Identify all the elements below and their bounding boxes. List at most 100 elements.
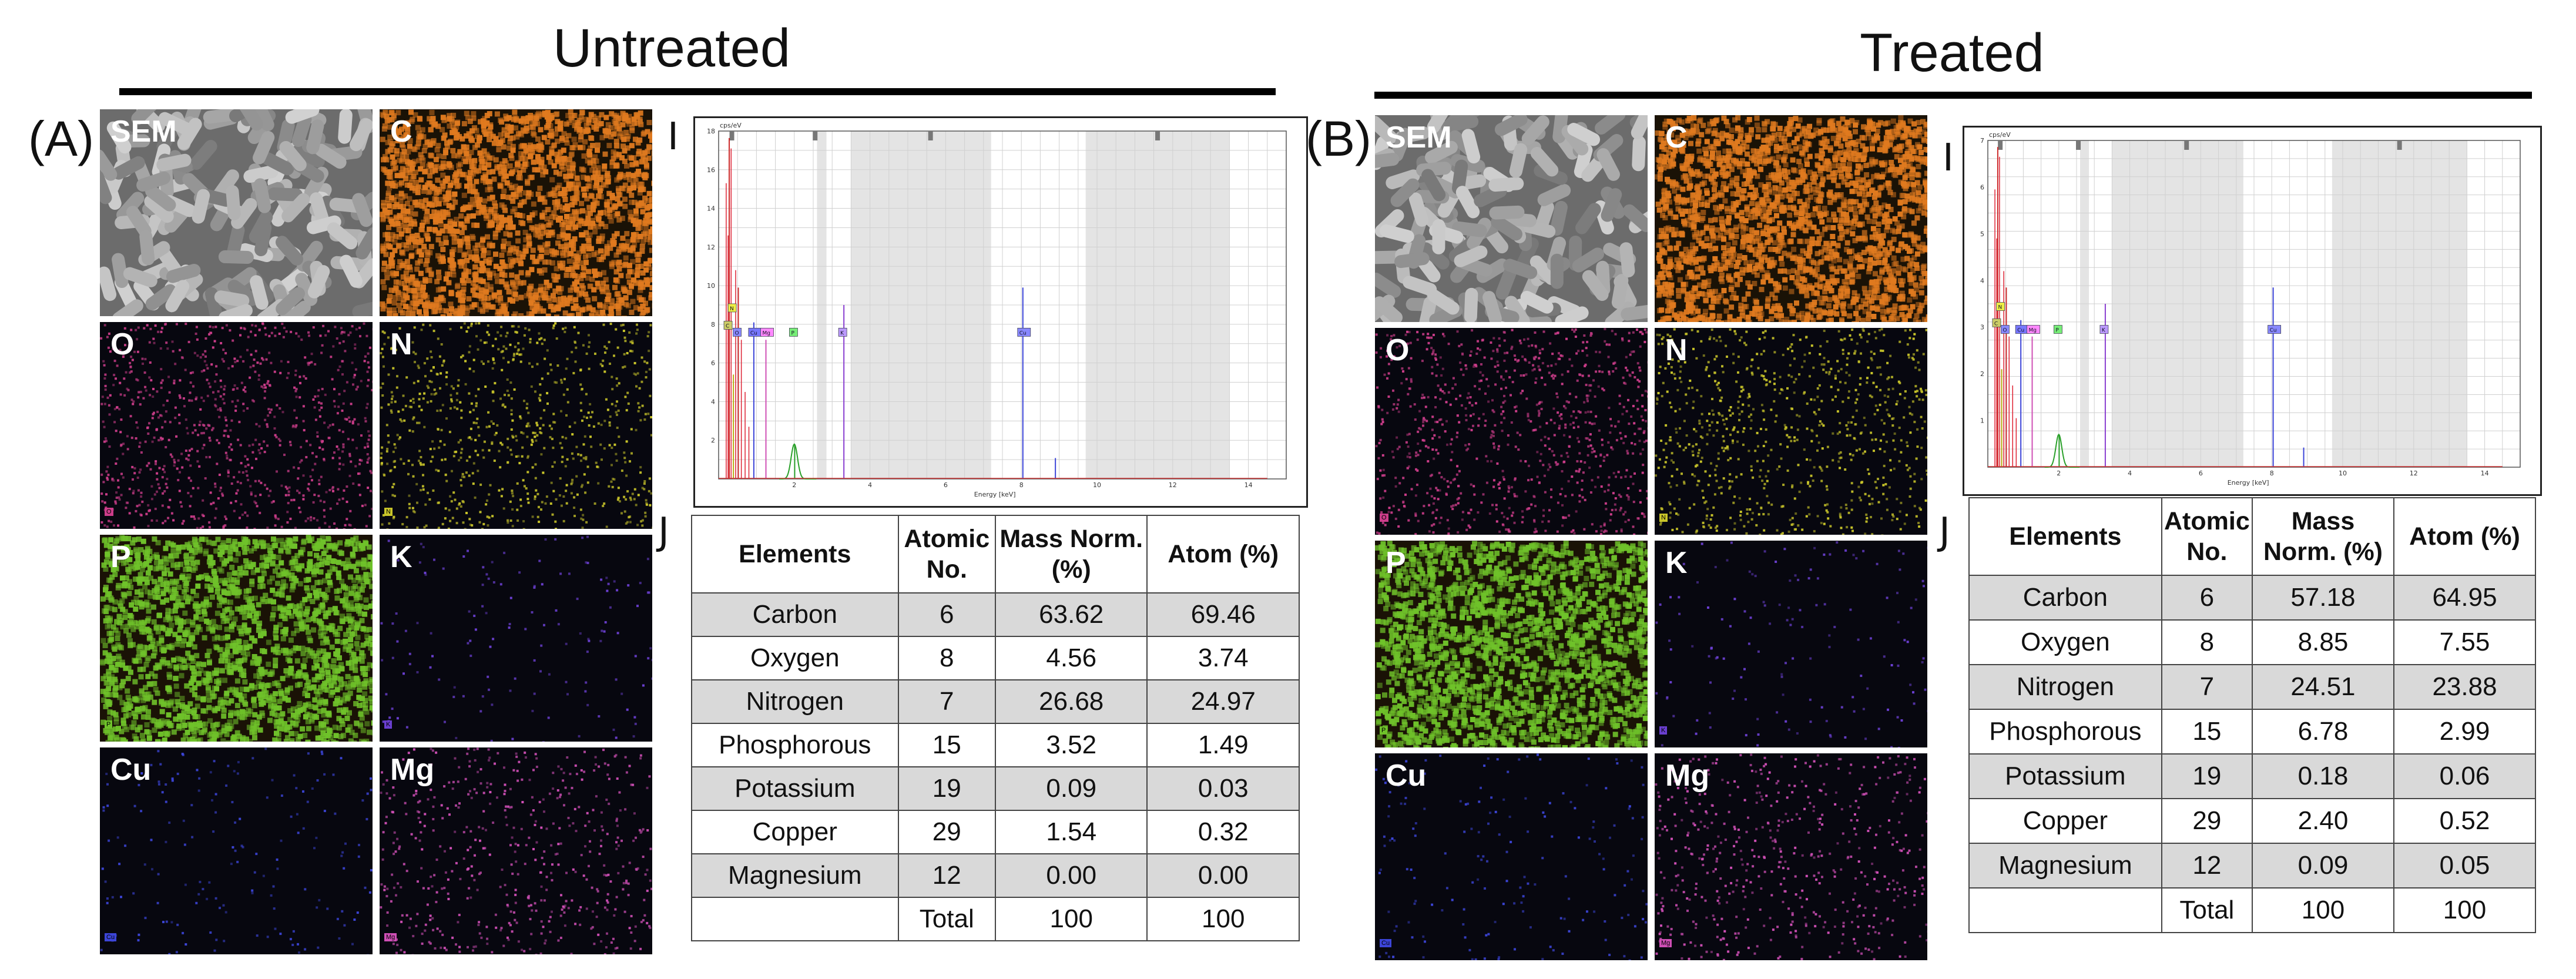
peak-tag xyxy=(760,327,774,337)
table-cell: 2.99 xyxy=(2393,709,2537,755)
table-cell: 24.51 xyxy=(2251,664,2394,710)
table-cell: 26.68 xyxy=(994,679,1148,724)
table-cell: 0.06 xyxy=(2393,753,2537,799)
table-cell: 3.52 xyxy=(994,723,1148,767)
y-tick-label: 7 xyxy=(1980,137,1984,145)
x-tick-label: 8 xyxy=(1019,481,1024,489)
map-element-badge: P xyxy=(1380,726,1388,735)
y-axis-unit: cps/eV xyxy=(720,122,742,129)
roi-marker xyxy=(2397,140,2402,150)
map-label-k: K xyxy=(390,540,412,574)
peak-tag-label: Cu xyxy=(2270,327,2277,333)
peak-tag xyxy=(2001,325,2010,334)
table-cell: 63.62 xyxy=(994,592,1148,637)
spectrum-label-treated: I xyxy=(1943,136,1954,180)
table-cell: 6.78 xyxy=(2251,709,2394,755)
y-tick-label: 10 xyxy=(707,282,715,290)
table-cell: Total xyxy=(897,897,996,941)
map-element-badge: P xyxy=(105,720,113,729)
peak-tag xyxy=(2268,325,2282,334)
table-cell: 100 xyxy=(2251,887,2394,933)
map-element-badge: N xyxy=(384,508,393,516)
table-cell: 100 xyxy=(994,897,1148,941)
x-tick-label: 8 xyxy=(2270,470,2274,477)
table-cell: 6 xyxy=(897,592,996,637)
table-row: Oxygen 8 4.56 3.74 xyxy=(691,636,1300,680)
x-tick-label: 14 xyxy=(2481,470,2489,477)
map-label-mg: Mg xyxy=(1665,759,1710,793)
table-cell: 24.97 xyxy=(1146,679,1300,724)
table-header-cell: Elements xyxy=(691,515,899,594)
table-cell: 29 xyxy=(2161,798,2253,844)
table-cell: Oxygen xyxy=(1968,619,2162,665)
map-tile-sem-untreated: SEM xyxy=(100,109,373,316)
table-cell: 0.09 xyxy=(2251,843,2394,889)
map-element-badge: K xyxy=(1659,726,1668,735)
table-cell: 0.00 xyxy=(994,853,1148,898)
map-label-sem: SEM xyxy=(110,115,177,149)
table-cell: 100 xyxy=(1146,897,1300,941)
map-element-badge: O xyxy=(1380,514,1388,522)
peak-tag-label: C xyxy=(1994,321,1998,327)
table-row: Phosphorous 15 6.78 2.99 xyxy=(1968,709,2537,755)
table-row: Nitrogen 7 26.68 24.97 xyxy=(691,679,1300,724)
table-cell: 29 xyxy=(897,810,996,854)
table-cell: 4.56 xyxy=(994,636,1148,680)
table-cell: Phosphorous xyxy=(1968,709,2162,755)
table-row: Magnesium 12 0.00 0.00 xyxy=(691,853,1300,898)
table-cell: 8 xyxy=(897,636,996,680)
table-cell: 0.32 xyxy=(1146,810,1300,854)
y-tick-label: 8 xyxy=(711,321,715,328)
y-axis-unit: cps/eV xyxy=(1989,131,2011,139)
peak-tag-label: Cu xyxy=(1019,330,1027,336)
table-row: Magnesium 12 0.09 0.05 xyxy=(1968,843,2537,889)
eds-spectrum-treated: 7 6 5 4 3 2 1 2 4 6 8 10 12 14 Energy [keV] cps/eV C N O Cu… xyxy=(1963,126,2542,496)
table-label-untreated: J xyxy=(658,510,669,554)
table-header-cell: Elements xyxy=(1968,497,2162,576)
peak-tag xyxy=(733,327,742,337)
table-cell: 15 xyxy=(2161,709,2253,755)
map-tile-mg-untreated: Mg Mg xyxy=(380,747,652,954)
table-row: Copper 29 1.54 0.32 xyxy=(691,810,1300,854)
y-tick-label: 4 xyxy=(1980,277,1984,284)
map-label-n: N xyxy=(390,327,412,361)
map-element-badge: Cu xyxy=(105,933,117,941)
map-label-k: K xyxy=(1665,546,1688,580)
peak-tag xyxy=(838,327,847,337)
table-cell: 0.18 xyxy=(2251,753,2394,799)
table-header-cell: Mass Norm. (%) xyxy=(994,515,1148,594)
peak-tag-label: Cu xyxy=(2017,327,2024,333)
map-label-cu: Cu xyxy=(110,753,152,787)
table-cell: 0.00 xyxy=(1146,853,1300,898)
peak-tag-label: K xyxy=(840,330,844,336)
spectrum-hump xyxy=(2044,433,2079,468)
table-cell: 7.55 xyxy=(2393,619,2537,665)
table-row: Carbon 6 63.62 69.46 xyxy=(691,592,1300,637)
table-cell: Nitrogen xyxy=(1968,664,2162,710)
x-axis-label: Energy [keV] xyxy=(974,491,1016,498)
peak-tag-label: C xyxy=(726,324,729,330)
peak-tag-label: N xyxy=(1998,305,2003,311)
table-header-cell: Atom (%) xyxy=(1146,515,1300,594)
x-tick-label: 4 xyxy=(868,481,872,489)
table-cell: 57.18 xyxy=(2251,575,2394,621)
x-tick-label: 14 xyxy=(1245,481,1253,489)
table-cell: Copper xyxy=(691,810,899,854)
roi-marker xyxy=(1155,131,1160,140)
table-cell: 6 xyxy=(2161,575,2253,621)
map-element-badge: Mg xyxy=(384,933,397,941)
roi-marker xyxy=(729,131,734,140)
table-row: Oxygen 8 8.85 7.55 xyxy=(1968,619,2537,665)
table-cell: Carbon xyxy=(691,592,899,637)
map-tile-sem-treated: SEM xyxy=(1375,115,1648,322)
x-axis-label: Energy [keV] xyxy=(2228,479,2269,487)
y-tick-label: 12 xyxy=(707,243,715,251)
map-element-badge: Mg xyxy=(1659,939,1672,947)
y-tick-label: 16 xyxy=(707,166,715,174)
